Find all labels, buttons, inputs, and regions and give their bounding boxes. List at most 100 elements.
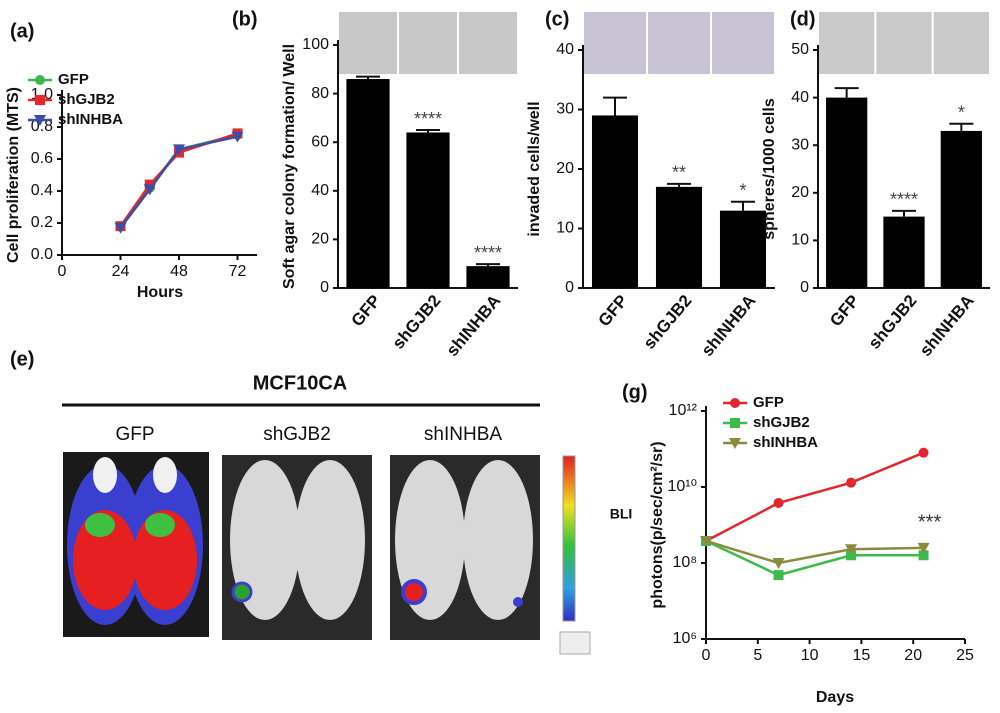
- signal: [133, 510, 197, 610]
- marker: [773, 497, 784, 508]
- error-bar: [476, 263, 500, 267]
- bar: [826, 97, 868, 288]
- group-label: shGJB2: [263, 424, 331, 445]
- scale-legend: [559, 631, 591, 655]
- marker: [917, 542, 930, 554]
- bar: [883, 216, 925, 288]
- mouse: [463, 460, 533, 620]
- micrograph: [712, 12, 774, 74]
- x-tick-label: 20: [904, 647, 922, 664]
- micrograph: [876, 12, 932, 74]
- y-tick-label: 20: [556, 160, 574, 177]
- x-axis-label: Hours: [137, 284, 183, 301]
- x-tick-label: shINHBA: [916, 291, 978, 360]
- marker: [114, 222, 127, 234]
- significance: *: [958, 103, 965, 123]
- x-tick-label: 0: [58, 263, 67, 280]
- y-tick-label: 10¹⁰: [667, 478, 697, 495]
- y-tick-label: 10¹²: [669, 402, 698, 419]
- x-tick-label: shGJB2: [640, 291, 696, 352]
- series-line: [705, 539, 924, 577]
- marker: [773, 570, 784, 581]
- error-bar: [731, 200, 755, 211]
- error-bar: [892, 209, 916, 217]
- y-tick-label: 80: [311, 85, 329, 102]
- micrograph: [933, 12, 989, 74]
- error-bar: [949, 122, 974, 131]
- mouse: [295, 460, 365, 620]
- x-tick-label: GFP: [347, 291, 384, 330]
- mouse-head: [153, 457, 177, 493]
- series-line: [705, 451, 925, 543]
- y-tick-label: 0: [565, 279, 574, 296]
- panel-e: (e) MCF10CA GFP shGJB2 shINHBA: [10, 348, 591, 655]
- panel-label: (a): [10, 20, 34, 42]
- error-bar: [603, 96, 627, 116]
- marker: [173, 144, 185, 156]
- marker: [845, 544, 858, 556]
- panel-label: (e): [10, 348, 34, 370]
- legend-label: GFP: [753, 394, 784, 411]
- y-axis-label: BLI: [610, 506, 633, 522]
- significance: ****: [474, 243, 502, 263]
- y-tick-label: 60: [311, 133, 329, 150]
- y-tick-label: 10: [791, 232, 809, 249]
- x-tick-label: 0: [702, 647, 711, 664]
- x-tick-label: 48: [170, 263, 188, 280]
- x-tick-label: 24: [112, 263, 130, 280]
- micrograph: [399, 12, 457, 74]
- bar: [346, 79, 390, 289]
- series-line: [705, 539, 924, 565]
- x-axis-label: Days: [816, 689, 854, 706]
- y-tick-label: 50: [791, 41, 809, 58]
- legend-label: shGJB2: [753, 414, 810, 431]
- signal: [231, 581, 253, 603]
- y-tick-label: 10: [556, 220, 574, 237]
- signal: [401, 579, 427, 605]
- legend-marker: [34, 115, 46, 126]
- signal: [85, 513, 115, 537]
- micrograph: [584, 12, 646, 74]
- y-tick-label: 10⁶: [673, 630, 697, 647]
- significance: ****: [890, 190, 918, 210]
- legend-label: shINHBA: [58, 111, 123, 128]
- panel-label: (b): [232, 8, 258, 30]
- x-tick-label: 10: [801, 647, 819, 664]
- marker: [918, 447, 929, 458]
- y-tick-label: 10⁸: [672, 554, 697, 571]
- y-axis-label: spheres/1000 cells: [761, 98, 778, 240]
- group-label: shINHBA: [424, 424, 502, 445]
- y-axis-label: Soft agar colony formation/ Well: [281, 44, 298, 289]
- x-tick-label: shGJB2: [389, 291, 445, 352]
- y-tick-label: 20: [311, 231, 329, 248]
- x-tick-label: shINHBA: [698, 291, 760, 360]
- y-tick-label: 40: [791, 89, 809, 106]
- y-tick-label: 0.6: [31, 150, 53, 167]
- micrograph: [339, 12, 397, 74]
- y-tick-label: 40: [311, 182, 329, 199]
- bar: [940, 130, 982, 288]
- legend-marker: [35, 95, 45, 105]
- mouse: [230, 460, 300, 620]
- x-tick-label: shINHBA: [443, 291, 505, 360]
- marker: [231, 131, 244, 143]
- bar: [591, 115, 639, 288]
- group-label: GFP: [115, 424, 154, 445]
- legend-marker: [730, 398, 740, 408]
- y-tick-label: 30: [556, 101, 574, 118]
- legend-label: GFP: [58, 71, 89, 88]
- marker: [918, 550, 929, 561]
- bar: [655, 186, 703, 288]
- bar: [406, 132, 450, 288]
- significance: ****: [414, 109, 442, 129]
- y-tick-label: 0.4: [31, 182, 53, 199]
- micrograph: [819, 12, 875, 74]
- y-tick-label: 0: [320, 279, 329, 296]
- error-bar: [416, 129, 440, 133]
- panel-label: (d): [790, 8, 816, 30]
- series-line: [119, 135, 238, 229]
- color-scale: [562, 455, 576, 622]
- y-tick-label: 20: [791, 184, 809, 201]
- y-tick-label: 0: [800, 279, 809, 296]
